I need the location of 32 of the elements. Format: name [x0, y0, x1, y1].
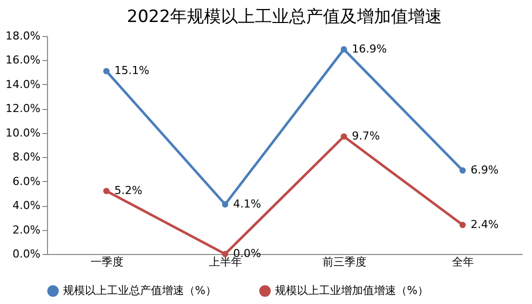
data-label: 2.4% [470, 218, 499, 231]
data-label: 6.9% [470, 163, 499, 176]
y-tick-label: 8.0% [12, 150, 40, 164]
x-tick-label: 前三季度 [322, 256, 366, 268]
point [222, 201, 228, 208]
y-tick-label: 0.0% [12, 248, 40, 260]
y-tick-label: 6.0% [12, 174, 40, 188]
point [459, 222, 466, 228]
y-tick-label: 2.0% [12, 223, 40, 236]
chart-title: 2022年规模以上工业总产值及增加值增速 [126, 7, 442, 27]
data-label: 4.1% [233, 197, 262, 210]
point [340, 46, 348, 52]
data-label: 5.2% [114, 184, 142, 198]
legend-label: 规模以上工业总产值增速（%） [63, 284, 216, 297]
legend-label: 规模以上工业增加值增速（%） [275, 284, 428, 297]
point [459, 167, 466, 174]
point [103, 188, 110, 194]
y-tick-label: 10.0% [6, 126, 40, 140]
y-tick-label: 14.0% [6, 78, 40, 91]
data-label: 15.1% [114, 64, 150, 78]
x-tick-label: 一季度 [90, 256, 124, 268]
data-label: 16.9% [352, 42, 387, 56]
x-tick-label: 上半年 [209, 256, 242, 268]
y-tick-label: 12.0% [6, 102, 40, 116]
point [103, 68, 110, 74]
point [222, 250, 228, 258]
y-tick-label: 16.0% [6, 54, 40, 67]
x-tick-label: 全年 [452, 256, 474, 268]
point [340, 133, 348, 140]
y-tick-label: 4.0% [12, 199, 40, 212]
y-tick-label: 18.0% [6, 30, 40, 42]
data-label: 9.7% [352, 130, 380, 143]
